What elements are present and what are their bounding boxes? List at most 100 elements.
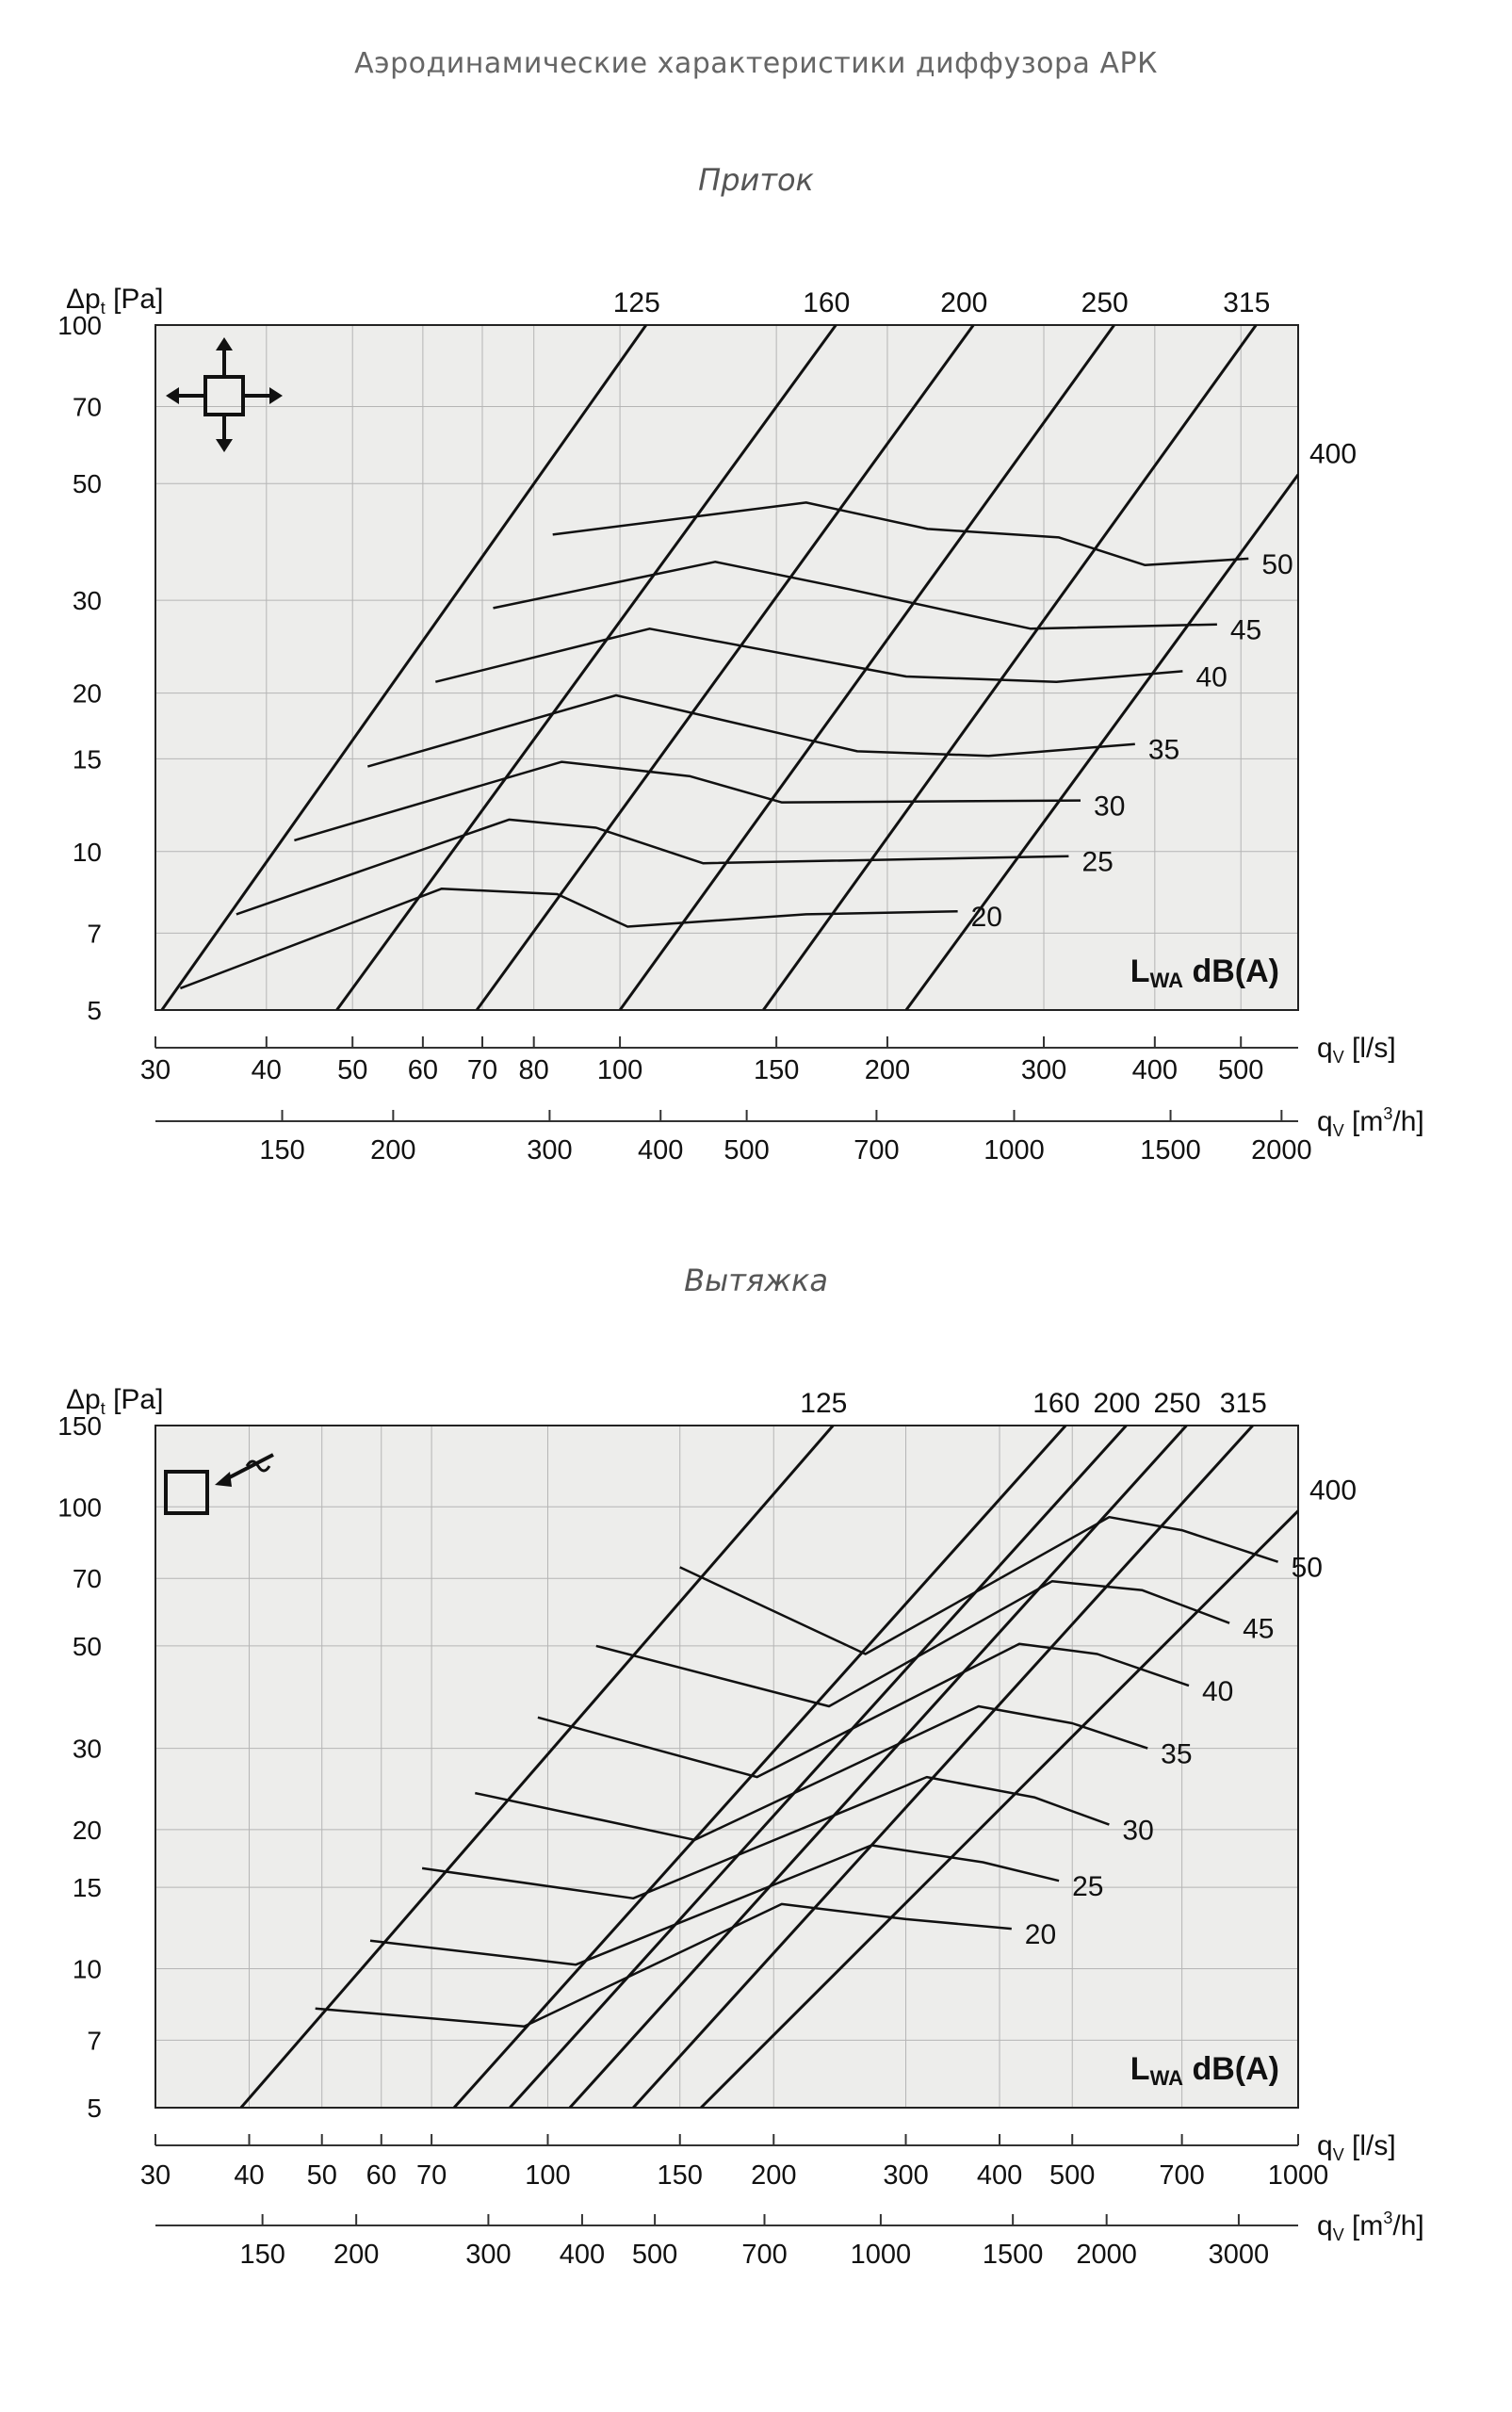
x-axis-label2-sub: V (1333, 1121, 1344, 1140)
x-axis-label2-unit: [m (1344, 2210, 1384, 2241)
icon-head-down (216, 439, 233, 452)
y-tick-label: 7 (87, 919, 102, 948)
size-line-160 (452, 1426, 1067, 2108)
y-axis-label-unit: [Pa] (106, 284, 164, 315)
sound-label-30: 30 (1094, 791, 1125, 823)
sound-label-45: 45 (1230, 615, 1261, 646)
y-tick-label: 15 (73, 1873, 102, 1902)
x-tick-label-m3h: 3000 (1209, 2240, 1270, 2270)
y-tick-label: 5 (87, 2094, 102, 2123)
x-tick-label-m3h: 700 (854, 1135, 899, 1165)
sound-line-50 (552, 501, 1249, 567)
x-tick-label-ls: 400 (977, 2160, 1022, 2191)
size-label-200: 200 (940, 287, 987, 318)
y-axis-label-unit: [Pa] (106, 1384, 164, 1415)
y-tick-label: 50 (73, 1632, 102, 1661)
x-axis-label2-main: q (1317, 1106, 1333, 1137)
x-tick-label-ls: 70 (467, 1055, 497, 1085)
x-tick-label-ls: 400 (1132, 1055, 1178, 1085)
size-label-250: 250 (1081, 287, 1129, 318)
sound-label-25: 25 (1081, 847, 1113, 878)
x-tick-label-m3h: 150 (259, 1135, 304, 1165)
sound-line-20 (179, 887, 958, 990)
icon-head-left (166, 387, 179, 404)
x-axis-label-main: q (1317, 2130, 1333, 2161)
chart-title-exhaust: Вытяжка (684, 1263, 828, 1298)
x-tick-label-ls: 700 (1159, 2160, 1204, 2191)
curves-group (160, 325, 1298, 1010)
x-axis-label2-unit2: /h] (1392, 1106, 1423, 1137)
y-tick-label: 150 (57, 1411, 102, 1441)
x-axis-label2-sup: 3 (1383, 1104, 1392, 1123)
plot-area (155, 1426, 1298, 2108)
x-tick-label-m3h: 500 (723, 1135, 769, 1165)
plot-frame (154, 1425, 1299, 2109)
size-line-200 (509, 1426, 1128, 2108)
x-tick-label-ls: 150 (754, 1055, 799, 1085)
chart-title-supply: Приток (698, 162, 814, 198)
sound-label-40: 40 (1195, 661, 1227, 693)
size-label-160: 160 (803, 287, 850, 318)
x-tick-label-m3h: 1000 (984, 1135, 1045, 1165)
y-tick-label: 20 (73, 679, 102, 709)
lwa-main: L (1130, 953, 1150, 989)
x-axis-label2-sup: 3 (1383, 2208, 1392, 2227)
icon-arrowhead (215, 1472, 232, 1487)
y-tick-label: 20 (73, 1816, 102, 1845)
x-tick-label-ls: 150 (658, 2160, 703, 2191)
x-tick-label-m3h: 500 (632, 2240, 677, 2270)
plot-frame (154, 324, 1299, 1011)
x-axis-label2-unit2: /h] (1392, 2210, 1423, 2241)
x-tick-label-m3h: 2000 (1251, 1135, 1312, 1165)
y-tick-label: 30 (73, 586, 102, 615)
sound-line-45 (493, 561, 1217, 630)
x-tick-label-ls: 300 (883, 2160, 928, 2191)
size-line-400 (904, 473, 1298, 1010)
x-axis-label2-sub: V (1333, 2225, 1344, 2244)
y-tick-label: 10 (73, 838, 102, 867)
x-tick-label-ls: 50 (337, 1055, 367, 1085)
x-axis-label-ls: qV [l/s] (1317, 1033, 1396, 1067)
x-axis-label-main: q (1317, 1033, 1333, 1064)
x-axis-label-m3h: qV [m3/h] (1317, 1104, 1424, 1140)
x-axis-label-sub: V (1333, 1048, 1344, 1067)
x-axis-label2-unit: [m (1344, 1106, 1384, 1137)
sound-line-25 (236, 818, 1069, 916)
x-tick-label-ls: 500 (1218, 1055, 1263, 1085)
sound-label-50: 50 (1261, 549, 1293, 580)
lwa-main: L (1130, 2051, 1150, 2087)
x-tick-label-ls: 60 (408, 1055, 438, 1085)
x-axis-label2-main: q (1317, 2210, 1333, 2241)
size-line-250 (618, 325, 1115, 1010)
y-axis-label-sub: t (101, 1399, 106, 1418)
size-label-125: 125 (800, 1388, 847, 1419)
icon-head-up (216, 337, 233, 350)
sound-line-40 (537, 1642, 1190, 1779)
icon-head-right (269, 387, 283, 404)
sound-line-25 (369, 1844, 1060, 1966)
x-tick-label-ls: 200 (865, 1055, 910, 1085)
y-axis-label-main: Δp (66, 284, 101, 315)
lwa-sub: WA (1150, 2066, 1184, 2090)
y-tick-label: 50 (73, 469, 102, 498)
y-axis-label: Δpt [Pa] (66, 1384, 163, 1418)
size-label-250: 250 (1153, 1388, 1200, 1419)
curves-group (239, 1426, 1298, 2108)
lwa-annotation: LWA dB(A) (1130, 2051, 1279, 2090)
x-tick-label-ls: 70 (416, 2160, 447, 2191)
size-label-200: 200 (1093, 1388, 1140, 1419)
sound-label-35: 35 (1148, 735, 1179, 766)
x-tick-label-ls: 50 (307, 2160, 337, 2191)
lwa-rest: dB(A) (1183, 2051, 1279, 2087)
x-tick-label-m3h: 1500 (1140, 1135, 1201, 1165)
x-axis-label-m3h: qV [m3/h] (1317, 2208, 1424, 2244)
x-tick-label-m3h: 400 (560, 2240, 605, 2270)
x-axis-label-ls: qV [l/s] (1317, 2130, 1396, 2164)
x-tick-label-m3h: 1500 (983, 2240, 1044, 2270)
sound-line-40 (434, 627, 1183, 683)
y-axis-label-sub: t (101, 299, 106, 318)
sound-label-25: 25 (1072, 1871, 1103, 1902)
y-tick-label: 30 (73, 1735, 102, 1764)
size-line-315 (762, 325, 1258, 1010)
